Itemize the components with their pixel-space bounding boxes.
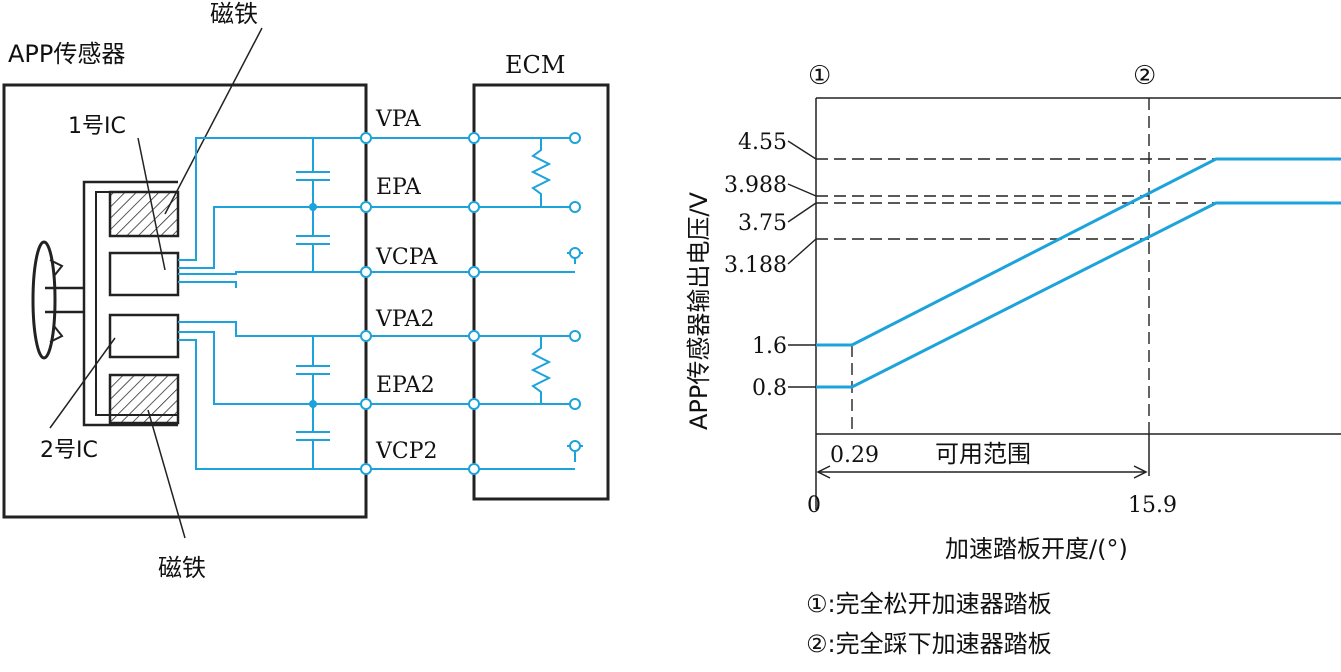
y-tick-0.8: 0.8 [752, 376, 787, 401]
y-tick-3.75: 3.75 [738, 211, 787, 236]
ic1 [108, 251, 180, 297]
wires [178, 137, 583, 470]
marker-1: ① [808, 61, 831, 91]
app-sensor-label: APP传感器 [8, 40, 125, 68]
rotation-arrow-icon [31, 240, 57, 360]
ic2 [108, 313, 180, 359]
y-tick-3.988: 3.988 [724, 173, 787, 198]
magnet-bottom [108, 373, 180, 425]
x-tick-0.29: 0.29 [830, 443, 879, 468]
range-label: 可用范围 [935, 440, 1031, 468]
legend-item-2: ②:完全踩下加速器踏板 [806, 630, 1052, 658]
magnet-top [108, 190, 180, 238]
series-2-line [816, 201, 1341, 389]
terminals [360, 132, 581, 475]
rotor-frame [82, 180, 178, 427]
terminal-vpa: VPA [375, 107, 422, 132]
ic2-label: 2号IC [40, 438, 98, 463]
app-sensor-box [2, 83, 368, 519]
magnet-bottom-label: 磁铁 [158, 554, 206, 582]
magnet-top-label: 磁铁 [210, 0, 258, 28]
legend-item-1: ①:完全松开加速器踏板 [806, 590, 1052, 618]
x-tick-0: 0 [807, 493, 821, 518]
voltage-chart: ① ② 4.55 3.988 3.75 3.188 1.6 0.8 [685, 61, 1341, 658]
terminal-epa: EPA [376, 175, 422, 200]
x-tick-15.9: 15.9 [1128, 493, 1177, 518]
terminal-vpa2: VPA2 [375, 307, 435, 332]
x-axis-label: 加速踏板开度/(°) [945, 535, 1128, 563]
y-tick-1.6: 1.6 [752, 334, 787, 359]
ecm-box [472, 83, 610, 501]
series-1-line [816, 157, 1341, 347]
ecm-label: ECM [505, 51, 565, 79]
terminal-vcpa: VCPA [375, 245, 439, 270]
terminal-vcp2: VCP2 [375, 439, 438, 464]
ic1-label: 1号IC [68, 114, 126, 139]
marker-2: ② [1133, 61, 1156, 91]
y-tick-3.188: 3.188 [724, 253, 787, 278]
circuit-diagram: APP传感器 ECM 1号IC 2号IC 磁铁 [2, 0, 610, 582]
y-tick-4.55: 4.55 [738, 130, 787, 155]
y-axis-label: APP传感器输出电压/V [685, 192, 713, 430]
terminal-epa2: EPA2 [376, 373, 435, 398]
